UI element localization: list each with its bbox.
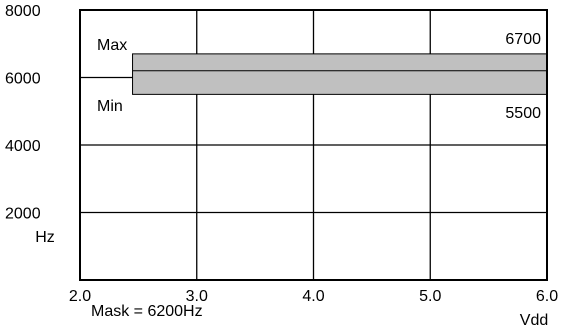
y-tick-label: 6000 [5,71,41,88]
max-value-label: 6700 [505,31,541,48]
x-tick-label: 6.0 [536,288,558,305]
frequency-band [132,53,548,95]
label-layer: Hz Vdd Mask = 6200Hz Max Min 6700 5500 [35,31,548,326]
x-tick-label: 3.0 [186,288,208,305]
tick-labels: 2.0 3.0 4.0 5.0 6.0 2000 4000 6000 8000 [5,3,558,305]
plot-frame [79,9,548,281]
min-label: Min [97,98,123,115]
min-value-label: 5500 [505,105,541,122]
y-tick-label: 8000 [5,3,41,20]
x-tick-label: 5.0 [419,288,441,305]
y-tick-label: 4000 [5,138,41,155]
max-label: Max [97,37,127,54]
x-axis-label: Vdd [520,312,548,326]
x-tick-label: 4.0 [302,288,324,305]
y-tick-label: 2000 [5,206,41,223]
x-tick-label: 2.0 [69,288,91,305]
mask-annotation: Mask = 6200Hz [91,303,203,320]
y-axis-label: Hz [35,229,55,246]
plot-frame-layer [79,9,548,281]
frequency-band-layer [132,53,548,95]
